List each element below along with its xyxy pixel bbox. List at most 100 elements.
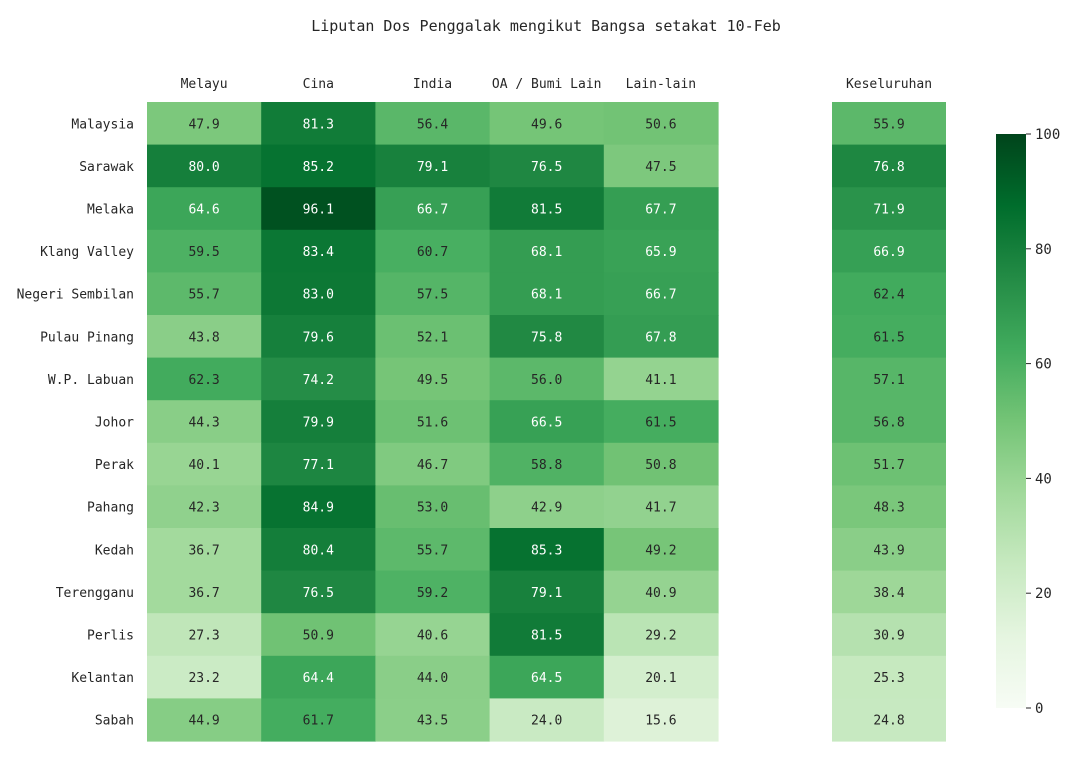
cell-value-label: 20.1 <box>645 671 676 686</box>
cell-value-label: 44.9 <box>188 714 219 729</box>
colorbar-tick-label: 100 <box>1035 127 1060 143</box>
overall-cell <box>832 187 946 231</box>
cell-value-label: 57.5 <box>417 288 448 303</box>
heatmap-cell <box>261 655 376 699</box>
overall-value-label: 61.5 <box>873 330 904 345</box>
overall-cell <box>832 144 946 188</box>
overall-cell <box>832 485 946 529</box>
cell-value-label: 80.4 <box>303 543 334 558</box>
overall-cell <box>832 315 946 359</box>
overall-cell <box>832 229 946 273</box>
heatmap-cell <box>603 698 719 742</box>
row-label-klang-valley: Klang Valley <box>40 245 134 260</box>
heatmap-cell <box>375 357 491 401</box>
row-label-melaka: Melaka <box>87 203 134 218</box>
cell-value-label: 66.5 <box>531 416 562 431</box>
cell-value-label: 62.3 <box>188 373 219 388</box>
heatmap-cell <box>261 698 376 742</box>
heatmap-cell <box>147 570 262 614</box>
cell-value-label: 83.0 <box>303 288 334 303</box>
overall-cell <box>832 528 946 572</box>
row-label-pahang: Pahang <box>87 501 134 516</box>
overall-value-label: 38.4 <box>873 586 904 601</box>
column-header-india: India <box>413 77 452 92</box>
heatmap-cell <box>261 187 376 231</box>
heatmap-cell <box>603 229 719 273</box>
cell-value-label: 40.6 <box>417 629 448 644</box>
cell-value-label: 49.5 <box>417 373 448 388</box>
heatmap-cell <box>489 229 605 273</box>
cell-value-label: 47.9 <box>188 117 219 132</box>
overall-column: 55.9 76.8 71.9 66.9 62.4 61.5 57.1 56.8 51.7 48.3… <box>832 102 946 742</box>
row-label-malaysia: Malaysia <box>71 117 134 132</box>
heatmap-cell <box>375 613 491 657</box>
heatmap-cell <box>261 485 376 529</box>
colorbar-tick-label: 60 <box>1035 357 1052 373</box>
heatmap-cell <box>489 272 605 316</box>
cell-value-label: 42.3 <box>188 501 219 516</box>
cell-value-label: 55.7 <box>417 543 448 558</box>
cell-value-label: 29.2 <box>645 629 676 644</box>
cell-value-label: 64.6 <box>188 203 219 218</box>
column-header-cina: Cina <box>303 77 334 92</box>
cell-value-label: 61.7 <box>303 714 334 729</box>
heatmap-cell <box>147 187 262 231</box>
cell-value-label: 61.5 <box>645 416 676 431</box>
cell-value-label: 56.0 <box>531 373 562 388</box>
overall-value-label: 25.3 <box>873 671 904 686</box>
heatmap-cell <box>261 102 376 146</box>
heatmap-cell <box>489 187 605 231</box>
cell-value-label: 59.5 <box>188 245 219 260</box>
cell-value-label: 85.3 <box>531 543 562 558</box>
heatmap-cell <box>375 187 491 231</box>
heatmap-cell <box>147 528 262 572</box>
overall-value-label: 24.8 <box>873 714 904 729</box>
row-label-w-p-labuan: W.P. Labuan <box>48 373 134 388</box>
cell-value-label: 58.8 <box>531 458 562 473</box>
heatmap-cell <box>147 102 262 146</box>
colorbar: 0 20 40 60 80 100 <box>996 127 1060 717</box>
heatmap-cell <box>603 485 719 529</box>
column-header-keseluruhan: Keseluruhan <box>846 77 932 92</box>
cell-value-label: 96.1 <box>303 203 334 218</box>
cell-value-label: 79.1 <box>417 160 448 175</box>
overall-cell <box>832 272 946 316</box>
cell-value-label: 51.6 <box>417 416 448 431</box>
row-label-terengganu: Terengganu <box>56 586 134 601</box>
row-label-kelantan: Kelantan <box>71 671 134 686</box>
heatmap-cell <box>603 400 719 444</box>
colorbar-tick-label: 0 <box>1035 701 1043 717</box>
cell-value-label: 43.5 <box>417 714 448 729</box>
column-header-melayu: Melayu <box>181 77 228 92</box>
heatmap-cell <box>375 144 491 188</box>
cell-value-label: 40.1 <box>188 458 219 473</box>
row-label-perlis: Perlis <box>87 629 134 644</box>
heatmap-cell <box>147 655 262 699</box>
column-header-oa-bumi-lain: OA / Bumi Lain <box>492 77 602 92</box>
heatmap-cell <box>261 613 376 657</box>
cell-value-label: 81.5 <box>531 629 562 644</box>
cell-value-label: 84.9 <box>303 501 334 516</box>
heatmap-cell <box>375 698 491 742</box>
cell-value-label: 74.2 <box>303 373 334 388</box>
cell-value-label: 79.1 <box>531 586 562 601</box>
heatmap-cell <box>603 655 719 699</box>
cell-value-label: 15.6 <box>645 714 676 729</box>
cell-value-label: 79.6 <box>303 330 334 345</box>
heatmap-cell <box>147 485 262 529</box>
cell-value-label: 75.8 <box>531 330 562 345</box>
cell-value-label: 41.1 <box>645 373 676 388</box>
heatmap-cell <box>603 442 719 486</box>
heatmap-cell <box>147 357 262 401</box>
heatmap-cell <box>147 272 262 316</box>
heatmap-cell <box>603 272 719 316</box>
cell-value-label: 52.1 <box>417 330 448 345</box>
colorbar-tick-label: 20 <box>1035 586 1052 602</box>
heatmap-cell <box>489 613 605 657</box>
cell-value-label: 36.7 <box>188 543 219 558</box>
cell-value-label: 56.4 <box>417 117 448 132</box>
overall-value-label: 56.8 <box>873 416 904 431</box>
heatmap-cell <box>375 400 491 444</box>
overall-value-label: 55.9 <box>873 117 904 132</box>
overall-value-label: 43.9 <box>873 543 904 558</box>
